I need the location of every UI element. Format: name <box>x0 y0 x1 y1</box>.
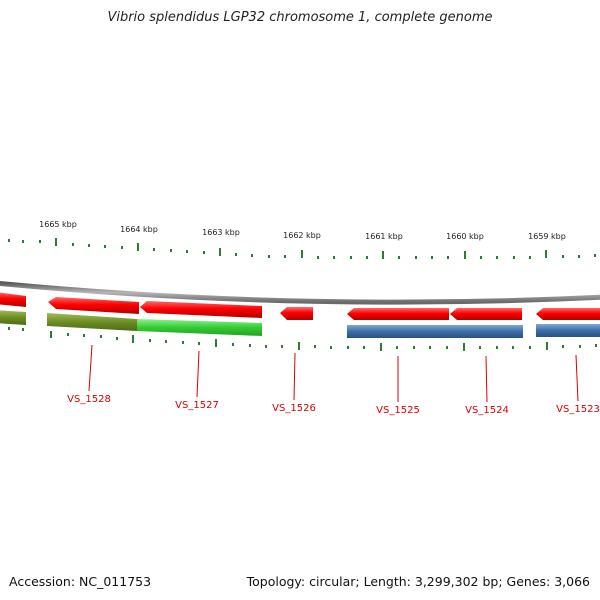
gene-arrow[interactable] <box>536 308 600 320</box>
gene-arrow[interactable] <box>0 292 26 307</box>
gene-label[interactable]: VS_1528 <box>67 394 111 405</box>
gene-arrows <box>0 292 600 320</box>
cds-bar[interactable] <box>347 325 523 338</box>
coordinate-labels: 1665 kbp 1664 kbp 1663 kbp 1662 kbp 1661… <box>39 220 566 241</box>
kbp-label: 1659 kbp <box>528 232 566 241</box>
cds-bar[interactable] <box>0 310 26 325</box>
gene-arrow[interactable] <box>140 301 262 318</box>
gene-leader-lines <box>88 344 579 403</box>
gene-arrow[interactable] <box>280 307 313 320</box>
upper-tick-row <box>8 238 596 259</box>
topology-text: Topology: circular; Length: 3,299,302 bp… <box>246 574 590 589</box>
gene-labels: VS_1528 VS_1527 VS_1526 VS_1525 VS_1524 … <box>67 394 600 416</box>
cds-bar[interactable] <box>536 324 600 337</box>
gene-label[interactable]: VS_1523 <box>556 404 600 415</box>
cds-features <box>0 310 600 338</box>
kbp-label: 1661 kbp <box>365 232 403 241</box>
cds-bar[interactable] <box>47 313 137 331</box>
kbp-label: 1665 kbp <box>39 220 77 229</box>
map-title: Vibrio splendidus LGP32 chromosome 1, co… <box>107 10 493 25</box>
gene-label[interactable]: VS_1526 <box>272 403 316 414</box>
gene-arrow[interactable] <box>48 297 139 314</box>
gene-arrow[interactable] <box>347 308 449 320</box>
cds-bar[interactable] <box>137 319 262 336</box>
kbp-label: 1664 kbp <box>120 225 158 234</box>
gene-label[interactable]: VS_1524 <box>465 405 509 416</box>
kbp-label: 1660 kbp <box>446 232 484 241</box>
gene-label[interactable]: VS_1525 <box>376 405 420 416</box>
gene-arrow[interactable] <box>450 308 522 320</box>
kbp-label: 1662 kbp <box>283 231 321 240</box>
gene-label[interactable]: VS_1527 <box>175 400 219 411</box>
lower-tick-row <box>8 327 597 351</box>
kbp-label: 1663 kbp <box>202 228 240 237</box>
accession-text: Accession: NC_011753 <box>9 574 152 589</box>
genome-backbone <box>0 280 600 305</box>
